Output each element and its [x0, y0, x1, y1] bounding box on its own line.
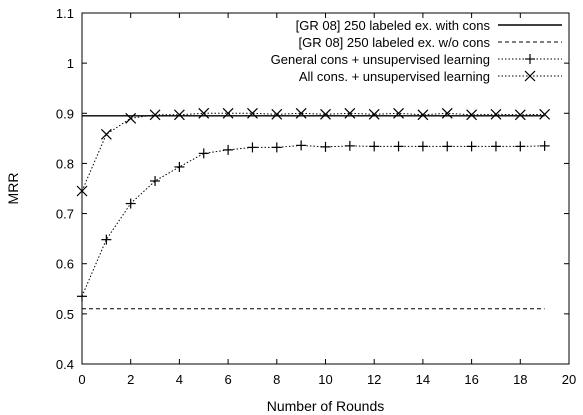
- x-tick-label: 4: [176, 372, 183, 387]
- data-point-series-3: [369, 141, 380, 152]
- data-point-series-3: [77, 291, 87, 302]
- data-point-series-4: [76, 185, 88, 197]
- data-point-series-3: [271, 142, 282, 153]
- data-point-series-4: [344, 107, 356, 119]
- y-tick-label: 1.1: [56, 6, 74, 21]
- data-point-series-4: [514, 109, 526, 121]
- x-tick-label: 10: [318, 372, 332, 387]
- axis-ticks: 0 2 4 6 8 10 12 14 16 18 20 0.4 0.5 0.6 0.7 0.8 0.9 1 1.1: [56, 6, 576, 387]
- legend-label: [GR 08] 250 labeled ex. with cons: [296, 18, 491, 33]
- data-point-series-3: [223, 144, 234, 155]
- x-tick-label: 16: [464, 372, 478, 387]
- data-point-series-3: [393, 141, 404, 152]
- x-tick-label: 12: [367, 372, 381, 387]
- y-tick-label: 1: [67, 56, 74, 71]
- y-tick-label: 0.9: [56, 106, 74, 121]
- y-tick-label: 0.5: [56, 307, 74, 322]
- data-point-series-3: [515, 141, 526, 152]
- legend-label: All cons. + unsupervised learning: [299, 69, 490, 84]
- legend-marker: [525, 54, 535, 64]
- data-point-series-4: [173, 109, 185, 121]
- x-tick-label: 14: [416, 372, 430, 387]
- series-layer: [76, 107, 551, 310]
- data-point-series-4: [320, 108, 331, 120]
- y-tick-label: 0.4: [56, 357, 74, 372]
- data-point-series-3: [320, 141, 331, 152]
- data-point-series-3: [174, 161, 185, 172]
- data-point-series-3: [490, 141, 501, 152]
- data-point-series-3: [101, 234, 112, 245]
- data-point-series-3: [539, 140, 550, 151]
- data-point-series-3: [344, 140, 355, 151]
- legend-label: General cons + unsupervised learning: [271, 52, 490, 67]
- legend-label: [GR 08] 250 labeled ex. w/o cons: [298, 35, 490, 50]
- data-point-series-4: [539, 108, 551, 120]
- data-point-series-4: [466, 109, 478, 121]
- data-point-series-3: [247, 142, 258, 153]
- x-axis-title: Number of Rounds: [267, 398, 385, 414]
- data-point-series-3: [417, 141, 428, 152]
- data-point-series-3: [125, 198, 136, 209]
- data-point-series-4: [247, 107, 258, 119]
- legend: [GR 08] 250 labeled ex. with cons [GR 08]…: [271, 18, 562, 84]
- data-point-series-4: [295, 107, 307, 119]
- data-point-series-4: [222, 107, 234, 119]
- y-tick-label: 0.7: [56, 207, 74, 222]
- x-tick-label: 2: [127, 372, 134, 387]
- data-point-series-4: [490, 108, 502, 120]
- y-axis-title: MRR: [5, 173, 21, 205]
- legend-marker: [524, 70, 536, 82]
- data-point-series-4: [441, 107, 453, 119]
- data-point-series-3: [296, 140, 307, 151]
- data-point-series-3: [198, 148, 209, 159]
- series-line-3: [81, 144, 545, 297]
- data-point-series-3: [442, 141, 453, 152]
- data-point-series-4: [271, 108, 283, 120]
- data-point-series-4: [368, 108, 380, 120]
- data-point-series-4: [417, 109, 429, 121]
- x-tick-label: 8: [273, 372, 280, 387]
- data-point-series-3: [466, 141, 477, 152]
- y-tick-label: 0.6: [56, 257, 74, 272]
- data-point-series-3: [150, 175, 161, 186]
- data-point-series-4: [100, 128, 112, 140]
- x-tick-label: 6: [224, 372, 231, 387]
- series-line-4: [81, 112, 545, 192]
- x-tick-label: 20: [562, 372, 576, 387]
- data-point-series-4: [393, 107, 404, 119]
- y-tick-label: 0.8: [56, 156, 74, 171]
- data-point-series-4: [149, 109, 161, 121]
- x-tick-label: 0: [78, 372, 85, 387]
- data-point-series-4: [198, 107, 210, 119]
- x-tick-label: 18: [513, 372, 527, 387]
- data-point-series-4: [125, 112, 137, 124]
